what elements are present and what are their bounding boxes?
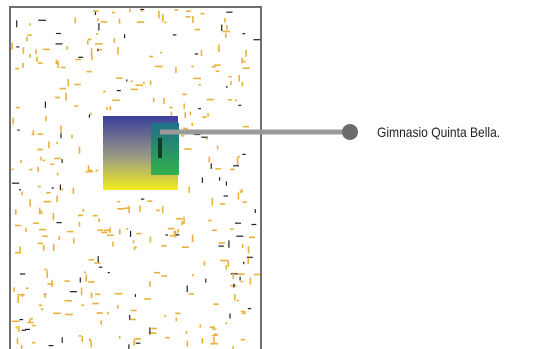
dot-icon xyxy=(342,124,358,140)
street-network xyxy=(11,8,260,349)
location-label: Gimnasio Quinta Bella. xyxy=(377,124,501,140)
map-view[interactable] xyxy=(9,6,262,349)
building-detail xyxy=(158,138,162,158)
